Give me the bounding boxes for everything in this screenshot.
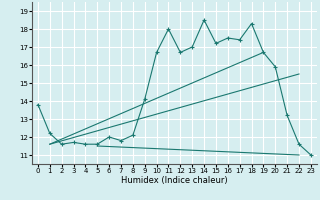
X-axis label: Humidex (Indice chaleur): Humidex (Indice chaleur): [121, 176, 228, 185]
